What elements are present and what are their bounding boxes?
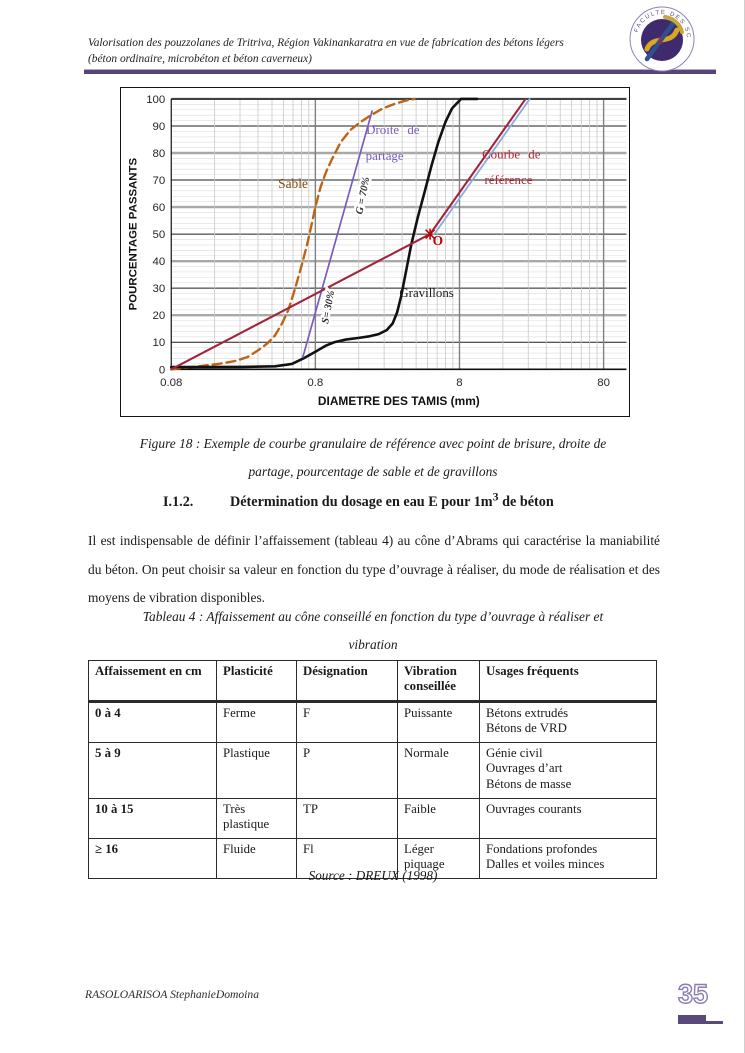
table-header-cell: Désignation xyxy=(296,659,398,704)
table-cell: Faible xyxy=(397,798,480,840)
page-number: 35 xyxy=(664,976,722,1017)
curve-gravillons xyxy=(169,97,479,369)
table-row: 10 à 15 Très plastique TP Faible Ouvrages cou… xyxy=(88,798,657,840)
granulometry-chart-svg: 0.08 0.8 8 80 0 10 20 30 40 50 60 70 80 90 100 DIAMETRE… xyxy=(127,94,627,408)
granulometry-chart: 0.08 0.8 8 80 0 10 20 30 40 50 60 70 80 90 100 DIAMETRE… xyxy=(120,87,630,417)
table-header-cell: Plasticité xyxy=(216,659,297,704)
running-header: Valorisation des pouzzolanes de Tritriva… xyxy=(88,36,633,67)
curve-droite-de-partage xyxy=(301,110,373,359)
faculty-logo-icon: FACULTE DES SCIENCES 2 xyxy=(626,2,695,72)
table-header-cell: Usages fréquents xyxy=(479,659,657,704)
table-caption-line1: Tableau 4 : Affaissement au cône conseil… xyxy=(142,609,604,624)
slump-table: Affaissement en cm Plasticité Désignation V… xyxy=(88,659,657,880)
section-title: Détermination du dosage en eau E pour 1m… xyxy=(230,489,554,510)
section-number: I.1.2. xyxy=(163,493,194,510)
table-cell: Ouvrages courants xyxy=(479,798,657,840)
table-cell: Plastique xyxy=(216,742,297,800)
running-header-line1: Valorisation des pouzzolanes de Tritriva… xyxy=(88,37,564,49)
table-cell: 10 à 15 xyxy=(88,798,217,840)
figure-caption-line1: Figure 18 : Exemple de courbe granulaire… xyxy=(139,436,607,451)
table-cell: Léger piquage xyxy=(397,838,480,880)
footer-step-line xyxy=(705,1021,723,1024)
table-header-row: Affaissement en cm Plasticité Désignation V… xyxy=(88,659,657,704)
curve-sable xyxy=(170,97,416,371)
table-cell: Fl xyxy=(296,838,398,880)
table-cell: Génie civil Ouvrages d’art Bétons de masse xyxy=(479,742,657,800)
faculty-logo: FACULTE DES SCIENCES 2 xyxy=(626,2,695,72)
y-tick-label: 90 xyxy=(153,121,166,133)
section-heading: I.1.2. Détermination du dosage en eau E p… xyxy=(163,489,554,511)
chart-label-sable: Sable xyxy=(278,176,308,191)
y-tick-label: 10 xyxy=(153,337,166,349)
y-tick-label: 20 xyxy=(153,310,166,322)
table-caption-line2: vibration xyxy=(348,637,398,652)
table-cell: P xyxy=(296,742,398,800)
table-cell: Ferme xyxy=(216,701,297,744)
superscript-3: 3 xyxy=(492,489,499,503)
page-number-outline: 35 xyxy=(677,978,708,1009)
table-row: ≥ 16 Fluide Fl Léger piquage Fondations profo… xyxy=(88,838,657,880)
y-tick-label: 50 xyxy=(153,229,166,241)
y-tick-label: 40 xyxy=(153,256,166,268)
table-row: 0 à 4 Ferme F Puissante Bétons extrudés Béton… xyxy=(88,701,657,744)
chart-label-courbe-de: Courbe de xyxy=(482,146,541,161)
table-cell: Normale xyxy=(397,742,480,800)
svg-text:2: 2 xyxy=(658,36,663,47)
x-tick-label: 8 xyxy=(456,377,462,389)
x-tick-label: 0.8 xyxy=(307,377,323,389)
y-tick-label: 70 xyxy=(153,175,166,187)
table-cell: F xyxy=(296,701,398,744)
table-header-cell: Affaissement en cm xyxy=(88,659,217,704)
chart-label-r-f-rence: référence xyxy=(484,172,532,187)
y-tick-label: 80 xyxy=(153,148,166,160)
x-tick-label: 0.08 xyxy=(160,377,182,389)
running-header-line2: (béton ordinaire, microbéton et béton ca… xyxy=(88,52,312,65)
table-row: 5 à 9 Plastique P Normale Génie civil Ouvrage… xyxy=(88,742,657,800)
footer-author: RASOLOARISOA StephanieDomoina xyxy=(85,988,259,1001)
chart-label-droite-de: Droite de xyxy=(366,122,420,137)
header-rule xyxy=(84,70,716,74)
x-axis-title: DIAMETRE DES TAMIS (mm) xyxy=(318,394,480,408)
x-tick-label: 80 xyxy=(597,377,610,389)
table-cell: Fluide xyxy=(216,838,297,880)
svg-text:35: 35 xyxy=(678,979,708,1009)
chart-label-partage: partage xyxy=(366,148,404,163)
chart-label-g-70-: G = 70% xyxy=(354,176,372,215)
table-header-cell: Vibration conseillée xyxy=(397,659,480,704)
table-cell: 0 à 4 xyxy=(88,701,217,744)
y-tick-label: 60 xyxy=(153,202,166,214)
table-cell: Très plastique xyxy=(216,798,297,840)
table-cell: ≥ 16 xyxy=(88,838,217,880)
curve-guide-bleu xyxy=(433,98,531,236)
table-cell: TP xyxy=(296,798,398,840)
y-tick-label: 0 xyxy=(159,364,165,376)
table-source: Source : DREUX (1998) xyxy=(308,868,438,883)
table-cell: Fondations profondes Dalles et voiles min… xyxy=(479,838,657,880)
footer-step-rect xyxy=(678,1015,706,1024)
table-cell: Bétons extrudés Bétons de VRD xyxy=(479,701,657,744)
body-paragraph: Il est indispensable de définir l’affais… xyxy=(88,533,660,605)
header-rule-highlight xyxy=(84,69,716,70)
table-cell: 5 à 9 xyxy=(88,742,217,800)
figure-caption-line2: partage, pourcentage de sable et de grav… xyxy=(248,464,498,479)
y-tick-label: 30 xyxy=(153,283,166,295)
y-axis-title: POURCENTAGE PASSANTS xyxy=(127,157,139,310)
chart-label-s-30-: S= 30% xyxy=(320,289,337,324)
chart-label-o: O xyxy=(433,233,443,248)
table-cell: Puissante xyxy=(397,701,480,744)
y-tick-label: 100 xyxy=(146,94,165,106)
chart-label-gravillons: Gravillons xyxy=(399,285,454,300)
